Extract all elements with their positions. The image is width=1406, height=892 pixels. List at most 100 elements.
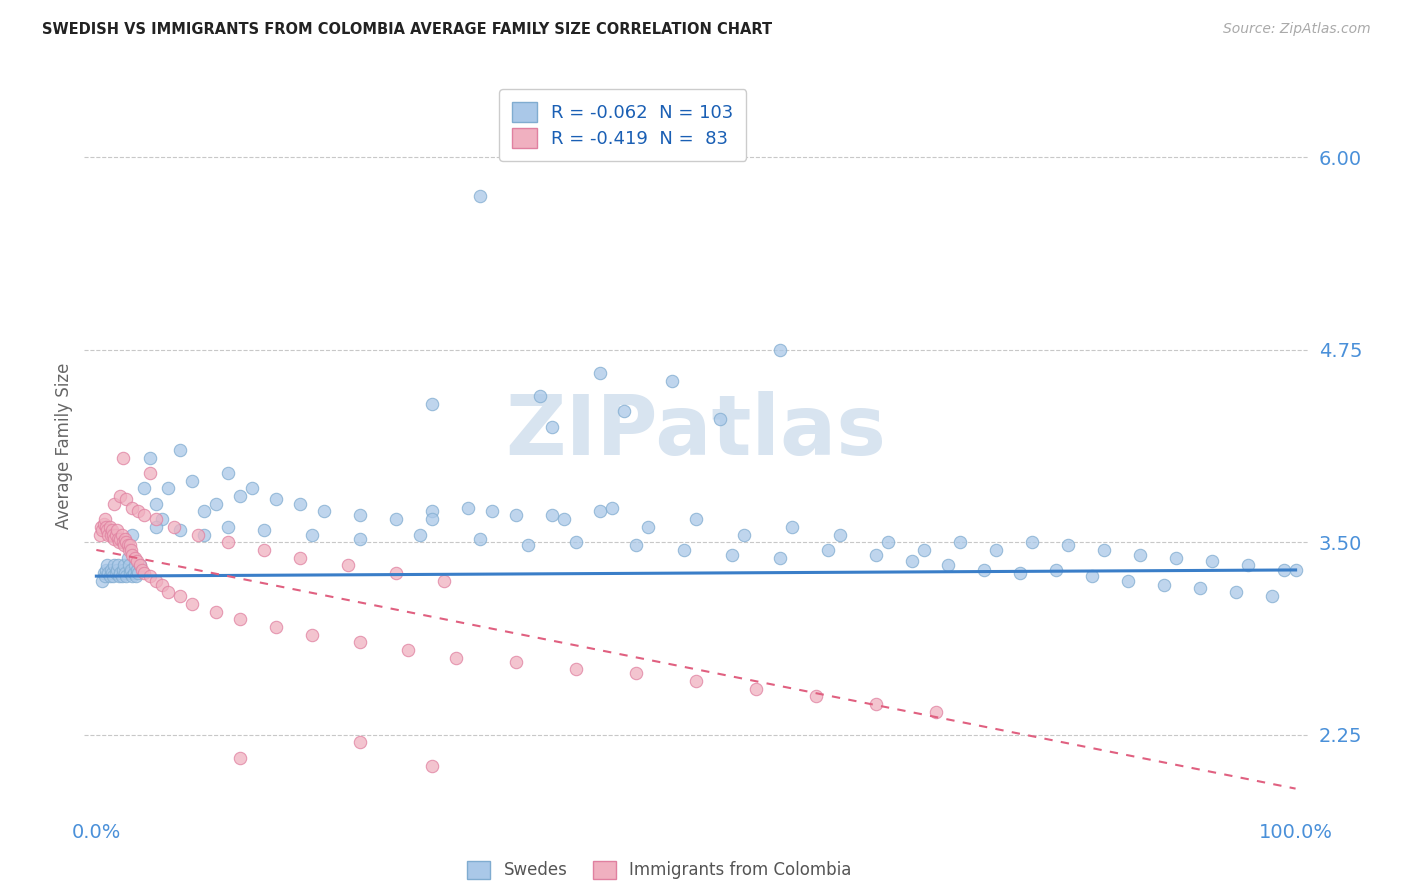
- Point: [114, 532, 136, 546]
- Point: [121, 548, 143, 562]
- Point: [780, 520, 803, 534]
- Point: [117, 550, 139, 565]
- Point: [108, 569, 131, 583]
- Point: [541, 419, 564, 434]
- Point: [349, 532, 371, 546]
- Text: SWEDISH VS IMMIGRANTS FROM COLOMBIA AVERAGE FAMILY SIZE CORRELATION CHART: SWEDISH VS IMMIGRANTS FROM COLOMBIA AVER…: [42, 22, 772, 37]
- Point: [301, 627, 323, 641]
- Point: [150, 578, 173, 592]
- Point: [111, 535, 134, 549]
- Point: [385, 512, 408, 526]
- Point: [163, 520, 186, 534]
- Point: [1153, 578, 1175, 592]
- Point: [1272, 563, 1295, 577]
- Point: [120, 563, 142, 577]
- Point: [685, 512, 707, 526]
- Point: [103, 532, 125, 546]
- Point: [101, 523, 124, 537]
- Point: [457, 501, 479, 516]
- Point: [217, 466, 239, 480]
- Point: [128, 558, 150, 573]
- Point: [217, 520, 239, 534]
- Point: [90, 520, 112, 534]
- Point: [1201, 554, 1223, 568]
- Point: [100, 563, 122, 577]
- Point: [565, 535, 588, 549]
- Point: [1056, 538, 1078, 552]
- Point: [118, 558, 141, 573]
- Point: [936, 558, 959, 573]
- Point: [93, 569, 117, 583]
- Point: [193, 504, 215, 518]
- Point: [117, 538, 139, 552]
- Point: [541, 508, 564, 522]
- Point: [637, 520, 659, 534]
- Point: [290, 497, 312, 511]
- Point: [420, 397, 443, 411]
- Point: [103, 558, 125, 573]
- Point: [1129, 548, 1152, 562]
- Point: [349, 508, 371, 522]
- Point: [94, 563, 117, 577]
- Point: [685, 673, 707, 688]
- Point: [217, 535, 239, 549]
- Point: [865, 548, 887, 562]
- Point: [118, 538, 141, 552]
- Point: [205, 497, 228, 511]
- Legend: Swedes, Immigrants from Colombia: Swedes, Immigrants from Colombia: [456, 849, 863, 891]
- Point: [105, 523, 128, 537]
- Point: [110, 532, 132, 546]
- Point: [181, 474, 204, 488]
- Point: [108, 535, 131, 549]
- Point: [121, 569, 143, 583]
- Point: [93, 516, 115, 531]
- Point: [145, 512, 167, 526]
- Point: [876, 535, 898, 549]
- Point: [709, 412, 731, 426]
- Point: [769, 550, 792, 565]
- Point: [229, 751, 252, 765]
- Point: [1260, 589, 1282, 603]
- Point: [721, 548, 744, 562]
- Point: [301, 527, 323, 541]
- Point: [973, 563, 995, 577]
- Point: [107, 558, 129, 573]
- Point: [128, 558, 150, 573]
- Point: [127, 563, 149, 577]
- Point: [134, 508, 156, 522]
- Point: [349, 735, 371, 749]
- Point: [1188, 582, 1211, 596]
- Point: [396, 643, 419, 657]
- Point: [912, 543, 935, 558]
- Point: [253, 523, 276, 537]
- Point: [103, 497, 125, 511]
- Point: [127, 554, 149, 568]
- Point: [949, 535, 972, 549]
- Point: [157, 584, 180, 599]
- Point: [1045, 563, 1067, 577]
- Point: [139, 450, 162, 465]
- Point: [264, 620, 287, 634]
- Y-axis label: Average Family Size: Average Family Size: [55, 363, 73, 529]
- Point: [600, 501, 623, 516]
- Point: [101, 566, 124, 580]
- Point: [104, 566, 127, 580]
- Point: [901, 554, 924, 568]
- Point: [115, 569, 138, 583]
- Point: [169, 589, 191, 603]
- Point: [565, 661, 588, 675]
- Point: [145, 520, 167, 534]
- Point: [420, 758, 443, 772]
- Point: [134, 566, 156, 580]
- Point: [91, 523, 114, 537]
- Point: [865, 697, 887, 711]
- Point: [181, 597, 204, 611]
- Point: [131, 563, 153, 577]
- Point: [122, 566, 145, 580]
- Point: [97, 527, 120, 541]
- Point: [115, 535, 138, 549]
- Point: [745, 681, 768, 696]
- Point: [264, 492, 287, 507]
- Point: [349, 635, 371, 649]
- Point: [229, 612, 252, 626]
